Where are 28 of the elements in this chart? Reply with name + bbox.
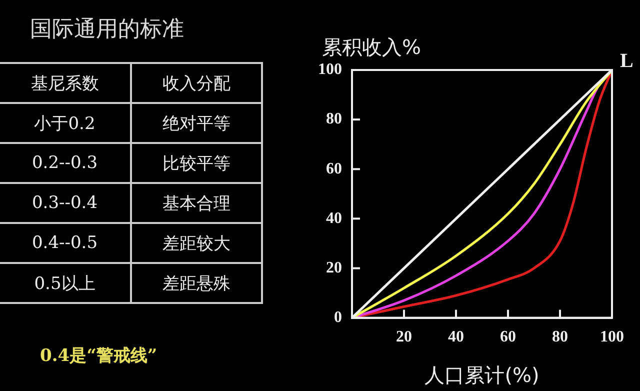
annotation: L: [620, 50, 634, 72]
text: 比较平等: [130, 143, 262, 183]
text: 0.2--0.3: [0, 143, 130, 183]
x-tick-label: 20: [396, 328, 412, 346]
y-tick-label: 60: [326, 160, 342, 178]
x-tick-label: 80: [552, 328, 568, 346]
text: 绝对平等: [130, 103, 262, 143]
text: 0.4是“警戒线”: [40, 345, 158, 367]
y-tick-label: 20: [326, 259, 342, 276]
y-tick-label: 40: [326, 210, 342, 227]
y-tick-label: 0: [334, 308, 342, 326]
text: 0.3--0.4: [0, 183, 130, 223]
x-tick-label: 40: [448, 328, 464, 346]
y-tick-label: 80: [326, 110, 342, 128]
y-axis-title: 累积收入%: [322, 35, 422, 59]
text: 0.4--0.5: [0, 223, 130, 263]
text: 小于0.2: [0, 103, 130, 143]
text: 差距悬殊: [130, 263, 262, 303]
text: 基本合理: [130, 183, 262, 223]
text: 收入分配: [130, 63, 262, 103]
x-tick-label: 60: [500, 328, 516, 346]
text: 差距较大: [130, 223, 262, 263]
x-axis-title: 人口累计(%): [424, 363, 540, 388]
y-tick-label: 100: [318, 61, 342, 78]
x-tick-label: 100: [600, 328, 624, 346]
text: 国际通用的标准: [30, 16, 184, 44]
text: 0.5以上: [0, 263, 130, 303]
text: 基尼系数: [0, 63, 130, 103]
